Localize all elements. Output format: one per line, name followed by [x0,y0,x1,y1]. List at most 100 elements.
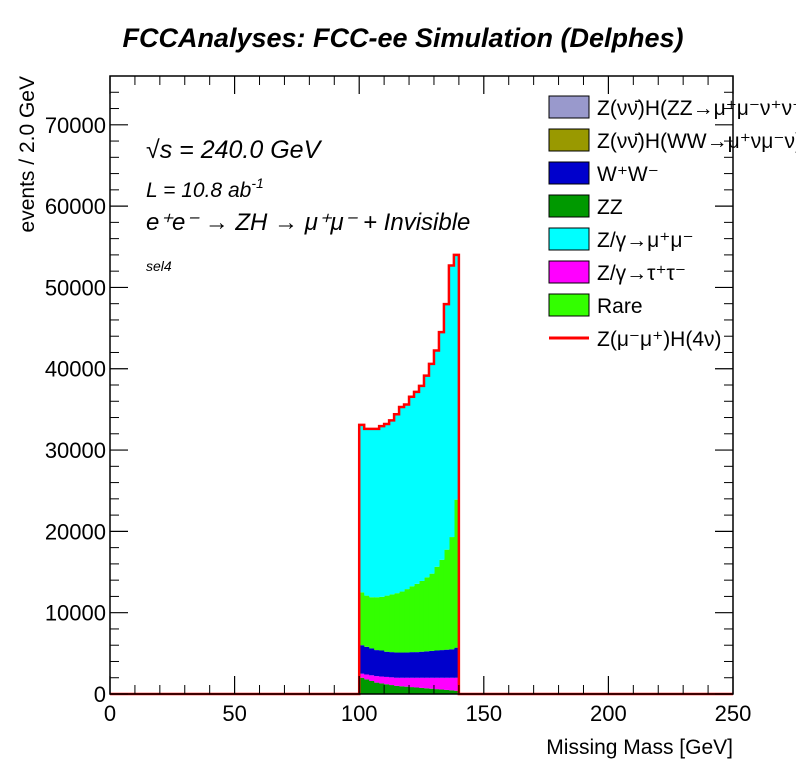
signal-line [110,253,733,696]
bar-z-7 [394,414,400,594]
x-tick-label-5: 250 [715,701,752,726]
bar-ww-18 [448,649,455,678]
legend-swatch-0 [548,95,590,119]
bar-z-10 [409,677,415,688]
bar-ww-4 [379,650,385,677]
bar-z-6 [389,677,395,686]
bar-zz-1 [364,679,370,694]
bar-z-9 [404,404,410,590]
bar-z-3 [374,676,380,683]
bar-z-17 [443,304,450,550]
bar-rare-19 [453,499,460,648]
bar-z-11 [414,677,420,688]
bar-z-11 [414,391,420,584]
bar-zz-8 [399,686,405,694]
bar-rare-9 [404,589,410,653]
legend-label-7: Z(μ⁻μ⁺)H(4ν) [597,328,722,351]
bar-rare-2 [369,597,375,649]
bar-z-17 [443,677,450,690]
legend-swatch-2 [548,161,590,185]
y-tick-label-0: 0 [94,682,106,707]
bar-ww-10 [409,652,415,678]
bar-ww-8 [399,652,405,678]
bar-rare-11 [414,583,420,653]
bar-z-8 [399,406,405,592]
bar-z-18 [448,677,455,691]
x-tick-label-2: 100 [341,701,378,726]
annotation-lumi-base: L = 10.8 ab [146,179,252,202]
y-tick-label-1: 10000 [45,601,106,626]
bar-zz-7 [394,685,400,694]
bar-z-2 [369,428,375,598]
y-tick-label-4: 40000 [45,357,106,382]
legend-label-0: Z(νν̄)H(ZZ→μ⁺μ⁻ν⁺ν⁻) [597,97,796,120]
bar-z-16 [438,332,445,560]
bar-z-12 [419,385,425,581]
bar-z-4 [379,676,385,684]
bar-rare-7 [394,593,400,653]
bar-ww-9 [404,652,410,678]
bar-ww-11 [414,652,420,678]
x-tick-label-4: 200 [590,701,627,726]
legend-swatch-5 [548,260,590,284]
y-tick-label-5: 50000 [45,275,106,300]
bar-z-3 [374,428,380,598]
bar-zz-4 [379,683,385,694]
bar-z-14 [428,363,435,574]
bar-z-18 [448,265,455,538]
bar-ww-12 [419,651,425,678]
bar-zz-18 [448,690,455,694]
legend-swatch-6 [548,293,590,317]
bar-z-10 [409,396,415,587]
legend-label-3: ZZ [597,196,623,219]
bar-zz-12 [419,687,425,694]
annotation-lumi-exp: -1 [251,175,263,191]
bar-ww-13 [423,651,430,678]
bar-rare-18 [448,537,455,650]
legend-swatch-4 [548,227,590,251]
legend-swatch-1 [548,128,590,152]
bar-zz-15 [433,689,440,694]
bar-ww-14 [428,650,435,678]
bar-z-16 [438,677,445,690]
bar-rare-16 [438,559,445,651]
x-tick-label-3: 150 [465,701,502,726]
bar-z-15 [433,677,440,690]
bar-rare-17 [443,549,450,650]
bar-rare-10 [409,586,415,653]
bar-ww-7 [394,652,400,678]
bar-zz-3 [374,682,380,694]
bar-z-5 [384,424,390,596]
legend-swatch-3 [548,194,590,218]
bar-zz-16 [438,689,445,694]
bar-rare-13 [423,577,430,652]
bar-rare-4 [379,596,385,651]
legend-label-4: Z/γ→μ⁺μ⁻ [597,229,694,252]
bar-zz-11 [414,687,420,694]
bar-ww-17 [443,649,450,678]
bar-zz-17 [443,689,450,694]
bar-ww-5 [384,651,390,677]
bar-ww-19 [453,647,460,678]
bar-ww-16 [438,650,445,678]
bar-zz-6 [389,685,395,694]
bar-zz-19 [453,690,460,694]
bar-ww-6 [389,652,395,678]
bar-ww-3 [374,650,380,677]
bar-zz-10 [409,687,415,694]
legend: Z(νν̄)H(ZZ→μ⁺μ⁻ν⁺ν⁻) Z(νν̄)H(WW→μ⁺νμ⁻ν) W⁺… [548,95,796,351]
bar-rare-5 [384,595,390,652]
bar-rare-1 [364,595,370,647]
bar-z-0 [359,424,365,593]
annotation-selection: sel4 [146,258,172,274]
bar-z-13 [423,677,430,689]
bar-z-0 [359,673,365,678]
annotation-process: e⁺e⁻ → ZH → μ⁺μ⁻ + Invisible [146,209,470,236]
bar-zz-2 [369,680,375,694]
y-tick-label-7: 70000 [45,113,106,138]
bar-zz-0 [359,677,365,694]
bar-rare-0 [359,592,365,646]
bar-z-8 [399,677,405,687]
y-tick-label-6: 60000 [45,194,106,219]
